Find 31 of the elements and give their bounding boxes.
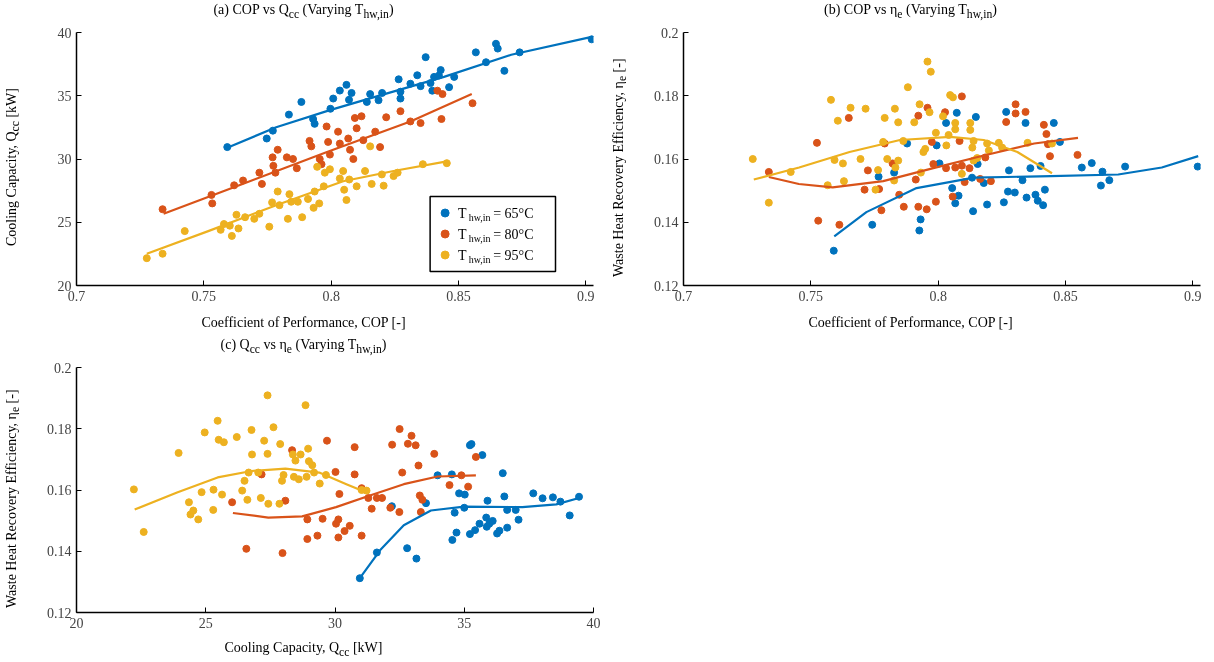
x-axis-title: Coefficient of Performance, COP [-] xyxy=(201,314,406,332)
y-tick-label: 35 xyxy=(57,88,72,104)
x-axis-title: Coefficient of Performance, COP [-] xyxy=(808,314,1013,332)
y-tick-label: 40 xyxy=(57,25,72,41)
x-tick-label: 0.9 xyxy=(1184,288,1202,304)
y-tick-label: 0.18 xyxy=(654,88,679,104)
y-tick-label: 30 xyxy=(57,152,72,167)
y-tick-label: 0.16 xyxy=(47,483,72,498)
y-tick-label: 0.14 xyxy=(47,544,72,560)
y-tick-label: 0.16 xyxy=(654,152,679,167)
y-tick-label: 0.2 xyxy=(661,25,679,41)
x-tick-label: 0.75 xyxy=(191,288,217,304)
x-tick-label: 0.9 xyxy=(577,288,595,304)
chart-title: (a) COP vs Q$_{cc}$ (Varying T$_{hw,in}$) xyxy=(213,1,394,24)
x-tick-label: 0.8 xyxy=(322,288,340,304)
x-tick-label: 0.75 xyxy=(798,288,824,304)
x-tick-label: 40 xyxy=(586,615,601,631)
chart-title: (c) Q$_{cc}$ vs η$_{e}$ (Varying T$_{hw,in}$) xyxy=(220,336,387,359)
y-tick-label: 25 xyxy=(57,215,72,231)
y-tick-label: 0.18 xyxy=(47,421,72,437)
x-tick-label: 0.8 xyxy=(929,288,947,304)
x-axis-title: Cooling Capacity, Q$_{cc}$ [kW] xyxy=(224,639,383,662)
x-tick-label: 20 xyxy=(69,615,84,631)
x-tick-label: 0.85 xyxy=(1053,288,1078,304)
x-tick-label: 30 xyxy=(328,615,342,631)
x-tick-label: 0.85 xyxy=(446,288,471,304)
y-tick-label: 0.2 xyxy=(54,360,72,376)
chart-title: (b) COP vs η$_{e}$ (Varying T$_{hw,in}$) xyxy=(824,1,997,24)
x-tick-label: 25 xyxy=(198,615,213,631)
y-tick-label: 0.14 xyxy=(654,215,679,231)
x-tick-label: 35 xyxy=(457,615,472,631)
